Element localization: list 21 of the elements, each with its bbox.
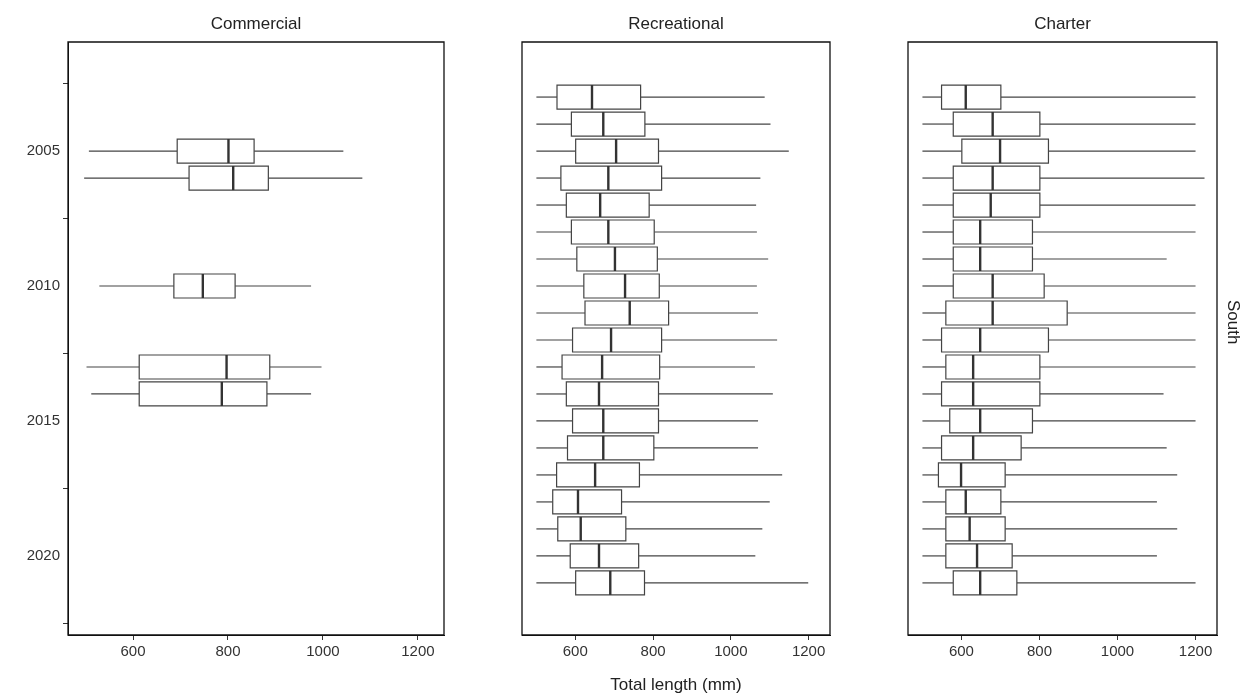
x-tick-label: 1200 — [791, 642, 826, 660]
x-tick-label: 600 — [562, 642, 588, 660]
x-tick-label: 1200 — [1178, 642, 1213, 660]
y-tick-label: 2020 — [26, 546, 60, 564]
x-tick-label: 1000 — [714, 642, 748, 660]
x-tick-label: 800 — [640, 642, 666, 660]
x-tick-label: 800 — [215, 642, 241, 660]
x-tick-label: 1000 — [306, 642, 340, 660]
y-tick-label: 2005 — [26, 141, 60, 159]
chart-title: Commercial — [209, 14, 303, 34]
y-tick-label: 2015 — [26, 411, 60, 429]
x-tick-label: 600 — [120, 642, 146, 660]
x-tick-label: 600 — [948, 642, 974, 660]
x-tick-label: 1000 — [1100, 642, 1135, 660]
y-tick-label: 2010 — [26, 276, 60, 294]
x-tick-label: 1200 — [401, 642, 435, 660]
x-tick-label: 800 — [1026, 642, 1052, 660]
chart-title: Recreational — [627, 14, 725, 34]
chart-title: Charter — [1033, 14, 1092, 34]
x-axis-title: Total length (mm) — [609, 675, 743, 695]
text: South — [1223, 300, 1243, 345]
